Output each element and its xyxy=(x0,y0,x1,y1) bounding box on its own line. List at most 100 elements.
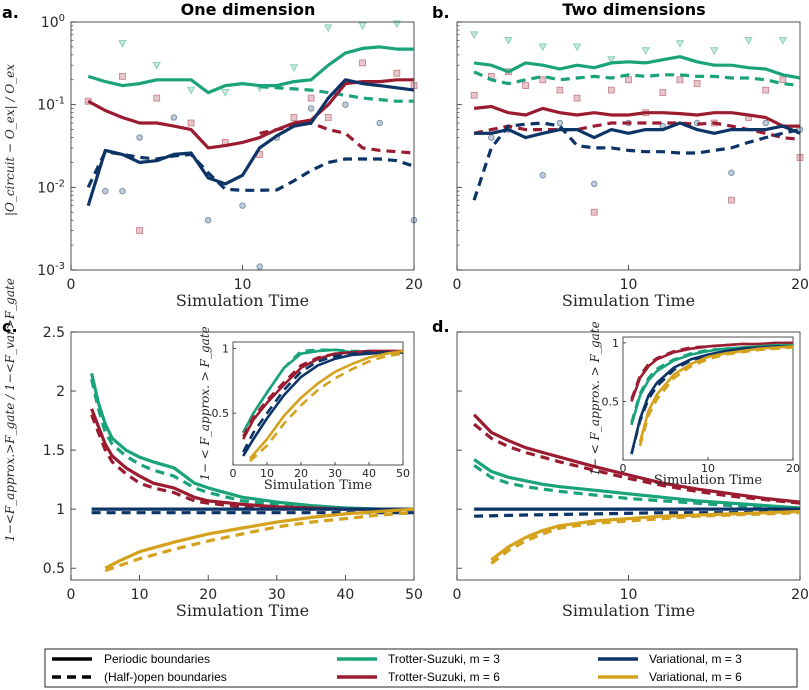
panel-d-series-var6-open xyxy=(490,511,801,565)
inset-d-series-trotter6-open xyxy=(630,341,793,400)
panel-b-marker-triangle xyxy=(675,40,685,48)
legend-periodic-label: Periodic boundaries xyxy=(104,652,210,666)
panel-d-xtick-label: 20 xyxy=(791,587,809,603)
inset-d-ytick-label: 0.5 xyxy=(602,395,620,408)
panel-b-marker-triangle xyxy=(572,43,582,52)
panel-a-marker-square xyxy=(153,94,161,102)
panel-b-marker-circle xyxy=(762,119,769,127)
inset-d-xlabel: Simulation Time xyxy=(654,473,763,488)
inset-c-xtick-label: 10 xyxy=(260,467,274,480)
panel-b-marker-square xyxy=(659,89,667,96)
panel-a-marker-triangle xyxy=(358,22,367,31)
panel-a-marker-triangle xyxy=(324,24,333,33)
panel-b-marker-triangle xyxy=(744,36,753,45)
inset-c-xtick-label: 0 xyxy=(230,467,237,480)
panel-b-series-trotter3-periodic xyxy=(473,55,801,80)
panel-a-ytick-label: 10-2 xyxy=(37,178,65,196)
panel-b-series-var3-open xyxy=(472,121,801,201)
panel-c-ytick-label: 2.5 xyxy=(43,325,65,341)
panel-c-xtick-label: 30 xyxy=(268,587,286,603)
panel-a-marker-circle xyxy=(342,101,349,108)
panel-b-marker-square xyxy=(573,94,581,102)
panel-c-series-var6-open xyxy=(104,511,415,573)
panel-c-ylabel: 1−<F_approx.>F_gate / 1−<F_var>F_gate xyxy=(3,278,17,542)
inset-c-series-trotter6-open xyxy=(242,349,403,438)
panel-b-title: Two dimensions xyxy=(562,0,705,19)
panel-b-marker-triangle xyxy=(710,47,719,56)
panel-a-marker-square xyxy=(324,114,332,121)
panel-a-marker-circle xyxy=(102,187,109,195)
inset-c-xtick-label: 30 xyxy=(328,467,342,480)
panel-a-xlabel: Simulation Time xyxy=(176,291,309,310)
panel-b-marker-circle xyxy=(556,119,564,127)
panel-a-marker-triangle xyxy=(392,20,402,29)
panel-a-letter: a. xyxy=(2,3,19,22)
inset-c-series-var3-open xyxy=(242,351,403,453)
panel-c-xtick-label: 0 xyxy=(67,587,76,603)
panel-a-series-var3-open xyxy=(86,150,415,192)
panel-b-marker-square xyxy=(762,86,770,94)
panel-b-marker-triangle xyxy=(469,31,479,40)
inset-c-xlabel: Simulation Time xyxy=(264,478,373,493)
inset-d-ylabel: 1− < F_approx. > F_gate xyxy=(588,321,602,476)
inset-c-series-var6-open xyxy=(249,352,404,463)
panel-a-marker-triangle xyxy=(221,89,230,97)
legend: Periodic boundaries (Half-)open boundari… xyxy=(44,648,798,688)
panel-a-series-trotter6-open xyxy=(259,121,415,155)
panel-b-series-trotter3-open xyxy=(473,70,801,88)
panel-c-xlabel: Simulation Time xyxy=(176,601,309,620)
panel-b-xtick-label: 20 xyxy=(791,277,809,293)
panel-a-marker-circle xyxy=(204,217,212,224)
legend-open-label: (Half-)open boundaries xyxy=(104,670,227,684)
panel-c-letter: c. xyxy=(2,317,18,336)
panel-b-xtick-label: 0 xyxy=(453,277,462,293)
panel-c-xtick-label: 50 xyxy=(405,587,423,603)
panel-a-marker-square xyxy=(393,69,401,77)
panel-c-ytick-label: 1.5 xyxy=(43,443,65,459)
panel-c-xtick-label: 20 xyxy=(199,587,217,603)
panel-a-series-trotter3-periodic xyxy=(87,45,414,95)
panel-b-marker-circle xyxy=(591,180,598,188)
panel-a-marker-square xyxy=(119,72,126,80)
panel-b-marker-square xyxy=(539,76,547,84)
panel-a-marker-circle xyxy=(376,119,383,127)
inset-d-ytick-label: 1 xyxy=(612,337,619,350)
panel-b-marker-square xyxy=(590,208,598,216)
panel-b-marker-triangle xyxy=(504,36,513,45)
panel-b-letter: b. xyxy=(432,3,450,22)
panel-b-marker-triangle xyxy=(607,56,616,65)
panel-b-marker-triangle xyxy=(778,36,788,45)
panel-b-xtick-label: 10 xyxy=(620,277,638,293)
panel-b-marker-square xyxy=(728,196,735,204)
inset-c-ytick-label: 1 xyxy=(222,342,229,355)
panel-b-marker-square xyxy=(779,76,787,84)
legend-t6-label: Trotter-Suzuki, m = 6 xyxy=(388,670,500,684)
panel-a-marker-triangle xyxy=(152,61,161,70)
panel-a-series-var3-periodic xyxy=(86,78,415,207)
inset-c-series-var3-periodic xyxy=(242,351,403,457)
panel-c-xtick-label: 10 xyxy=(131,587,149,603)
panel-d-series-trotter6-open xyxy=(473,422,801,505)
panel-d-series-var3-open xyxy=(474,509,801,518)
panel-b-marker-square xyxy=(522,82,529,90)
panel-a-marker-circle xyxy=(256,263,263,270)
panel-d-series-trotter3-open xyxy=(473,464,801,510)
panel-c-series-trotter3-periodic xyxy=(90,372,414,511)
panel-b-marker-square xyxy=(676,76,684,84)
panel-a-xtick-label: 20 xyxy=(405,277,423,293)
inset-c-frame xyxy=(232,341,404,466)
panel-a-marker-square xyxy=(359,59,366,67)
panel-a-marker-triangle xyxy=(118,40,127,48)
panel-d-xtick-label: 10 xyxy=(620,587,638,603)
panel-c-ytick-label: 0.5 xyxy=(43,561,65,577)
panel-c-series-var6-periodic xyxy=(104,507,415,570)
panel-b-marker-square xyxy=(796,154,804,161)
panel-a-marker-square xyxy=(187,119,195,127)
panel-a-marker-circle xyxy=(136,134,143,141)
panel-a-marker-circle xyxy=(239,202,246,209)
panel-b-frame xyxy=(456,21,801,271)
panel-a-plot: 10-3 10-2 10-1 100 0 10 20 Simulation Time xyxy=(37,13,423,310)
panel-a-xtick-label: 10 xyxy=(234,277,252,293)
